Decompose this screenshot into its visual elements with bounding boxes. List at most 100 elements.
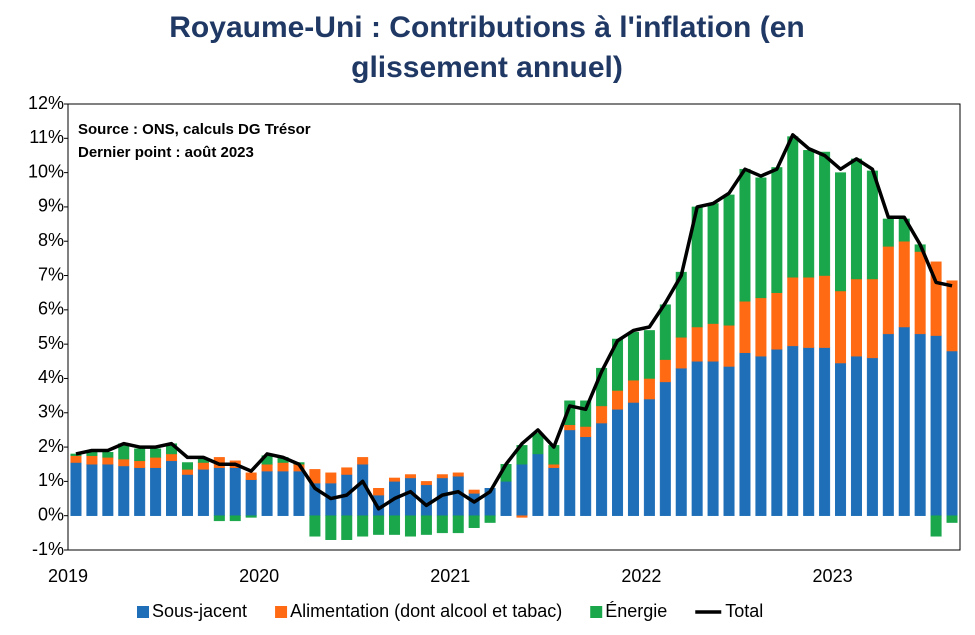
y-tick-label: 0% (38, 504, 64, 524)
bar-segment (452, 515, 464, 534)
bar-segment (357, 515, 369, 537)
bar-segment (946, 515, 958, 523)
bar-segment (532, 433, 544, 455)
bar-segment (70, 462, 82, 516)
bar-segment (723, 194, 735, 326)
y-tick-label: 3% (38, 402, 64, 422)
bar-segment (373, 515, 385, 535)
bar-segment (261, 470, 273, 516)
bar-segment (850, 278, 862, 357)
bar-segment (468, 493, 480, 516)
bar-segment (723, 325, 735, 367)
bar-segment (691, 326, 703, 362)
bar-segment (707, 203, 719, 324)
bar-segment (914, 333, 926, 516)
total-line (75, 133, 953, 511)
bar-segment (86, 455, 98, 465)
bar-segment (707, 323, 719, 362)
bar-segment (850, 355, 862, 516)
legend-label: Sous-jacent (152, 601, 247, 621)
legend-swatch (275, 606, 288, 618)
bar-segment (835, 290, 847, 364)
bar-segment (819, 347, 831, 516)
annotation: Dernier point : août 2023 (78, 144, 254, 161)
bar-segment (484, 515, 496, 523)
bar-segment (882, 218, 894, 247)
x-tick-label: 2021 (430, 566, 470, 586)
bar-segment (787, 136, 799, 278)
bar-segment (819, 275, 831, 348)
legend-label: Total (725, 601, 763, 621)
bar-segment (389, 515, 401, 535)
bar-segment (946, 280, 958, 352)
bar-segment (755, 297, 767, 357)
bar-segment (468, 489, 480, 494)
bar-segment (325, 472, 337, 484)
bar-segment (930, 335, 942, 516)
bar-segment (213, 467, 225, 516)
bar-segment (643, 398, 655, 516)
bar-segment (229, 515, 241, 522)
bar-segment (596, 405, 608, 424)
bar-segment (150, 457, 162, 468)
y-tick-label: 7% (38, 264, 64, 284)
bar-segment (213, 515, 225, 522)
y-tick-label: 2% (38, 436, 64, 456)
bar-segment (580, 426, 592, 438)
bar-segment (659, 381, 671, 516)
bar-segment (277, 462, 289, 472)
bar-segment (404, 515, 416, 537)
bar-segment (691, 361, 703, 516)
bar-segment (723, 366, 735, 516)
bar-segment (835, 172, 847, 292)
bar-segment (134, 467, 146, 516)
bar-segment (166, 453, 178, 462)
bar-segment (866, 170, 878, 280)
bar-segment (659, 304, 671, 360)
y-tick-label: -1% (32, 539, 64, 559)
bar-segment (516, 463, 528, 516)
bar-segment (134, 460, 146, 468)
bar-segment (102, 451, 114, 458)
bar-segment (627, 331, 639, 381)
bar-segment (803, 347, 815, 516)
bar-segment (134, 448, 146, 462)
annotation: Source : ONS, calculs DG Trésor (78, 121, 311, 138)
bar-segment (946, 350, 958, 516)
bar-segment (389, 477, 401, 482)
bar-segment (739, 168, 751, 302)
y-tick-label: 10% (28, 161, 64, 181)
bar-segment (930, 261, 942, 336)
bar-segment (70, 455, 82, 463)
bar-segment (118, 458, 130, 467)
bar-segment (325, 515, 337, 540)
bar-segment (468, 515, 480, 528)
bar-segment (898, 240, 910, 328)
bar-segment (882, 246, 894, 335)
plot-frame (67, 103, 961, 551)
bar-segment (596, 422, 608, 516)
bar-segment (341, 515, 353, 540)
bar-segment (548, 463, 560, 468)
bar-segment (739, 352, 751, 516)
bar-segment (850, 158, 862, 280)
bar-segment (102, 457, 114, 465)
bar-segment (755, 177, 767, 299)
bar-segment (181, 462, 193, 470)
bar-segment (181, 474, 193, 516)
y-tick-label: 12% (28, 93, 64, 113)
legend-label: Alimentation (dont alcool et tabac) (290, 601, 562, 621)
bar-segment (420, 515, 432, 535)
bar-segment (452, 472, 464, 477)
bar-segment (835, 362, 847, 516)
bar-segment (612, 390, 624, 410)
bar-segment (564, 424, 576, 431)
bar-segment (803, 277, 815, 348)
bar-segment (755, 355, 767, 516)
bar-segment (341, 467, 353, 475)
bar-segment (787, 277, 799, 347)
y-tick-label: 5% (38, 333, 64, 353)
bar-segment (261, 463, 273, 472)
legend-label: Énergie (605, 601, 667, 621)
